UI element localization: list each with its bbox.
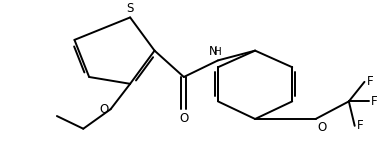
- Text: F: F: [367, 75, 373, 88]
- Text: H: H: [214, 47, 222, 57]
- Text: F: F: [357, 119, 363, 132]
- Text: F: F: [371, 95, 378, 108]
- Text: S: S: [126, 3, 134, 15]
- Text: O: O: [179, 112, 189, 125]
- Text: N: N: [209, 45, 218, 59]
- Text: O: O: [99, 103, 109, 116]
- Text: O: O: [318, 121, 327, 134]
